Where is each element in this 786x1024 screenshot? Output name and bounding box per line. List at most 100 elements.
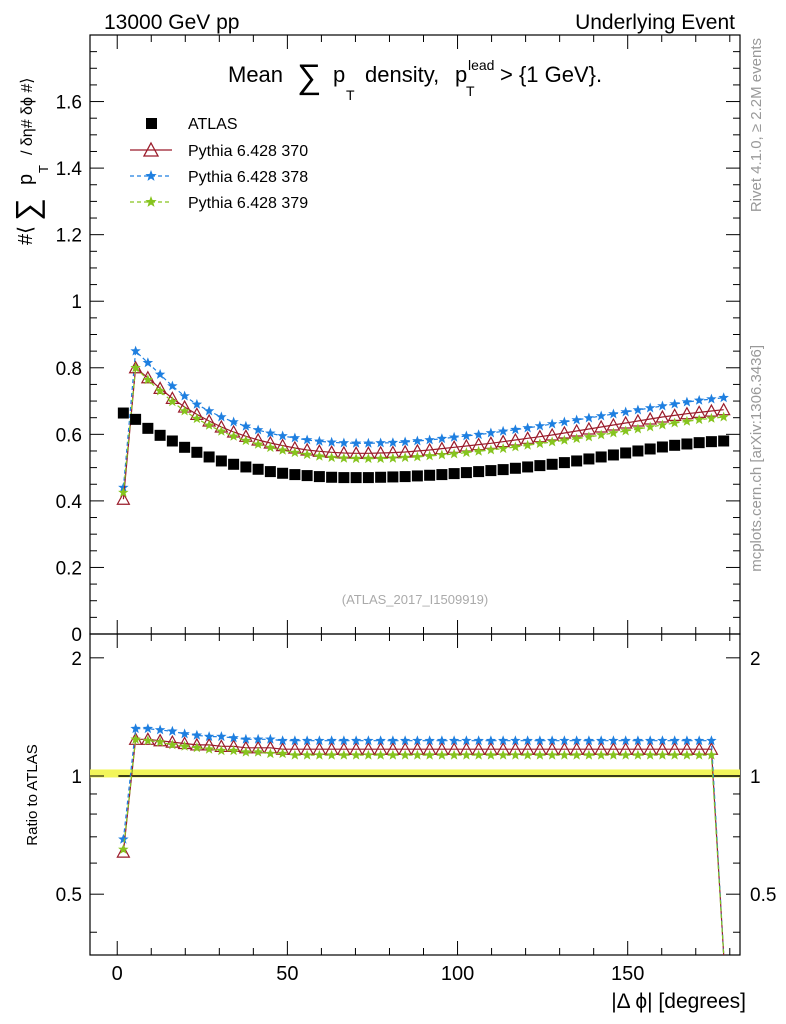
main-point-p379 — [142, 374, 154, 385]
main-point-atlas — [350, 472, 362, 484]
ylabel-p: p — [15, 174, 37, 185]
main-point-p379 — [522, 439, 533, 450]
rivet-label: Rivet 4.1.0, ≥ 2.2M events — [748, 38, 765, 212]
main-point-p378 — [265, 427, 276, 438]
main-point-p379 — [608, 427, 619, 438]
main-point-p378 — [424, 434, 435, 445]
ratio-point-p378 — [167, 725, 178, 736]
main-point-p379 — [681, 415, 693, 426]
ratio-y-axis-label: Ratio to ATLAS — [24, 744, 41, 845]
main-point-p379 — [706, 412, 717, 423]
main-point-p378 — [620, 406, 631, 417]
ratio-point-p378 — [326, 735, 337, 746]
main-point-p379 — [693, 414, 705, 425]
ratio-point-p378 — [118, 833, 129, 844]
ratio-point-p378 — [583, 735, 595, 746]
main-point-atlas — [718, 435, 730, 447]
ratio-point-p379 — [608, 749, 619, 760]
main-point-p378 — [510, 424, 521, 435]
ratio-reference-band-layer — [90, 769, 740, 778]
main-point-atlas — [301, 470, 313, 482]
legend-label-p370: Pythia 6.428 370 — [188, 143, 308, 160]
ratio-point-p379 — [191, 742, 203, 753]
main-y-axis-label: #⟨ ∑ p T / δη# δϕ #⟩ — [9, 78, 51, 246]
ratio-point-p378 — [669, 735, 680, 746]
main-point-p379 — [350, 453, 362, 464]
ratio-point-p379 — [571, 749, 582, 760]
title-mean: Mean — [228, 62, 283, 87]
main-point-p379 — [363, 453, 374, 464]
title-lead-sup: lead — [468, 57, 494, 73]
analysis-label: (ATLAS_2017_I1509919) — [342, 592, 488, 607]
ratio-point-p379 — [265, 748, 276, 759]
main-point-atlas — [375, 471, 387, 483]
main-point-p379 — [252, 438, 264, 449]
main-point-p379 — [424, 450, 435, 461]
main-point-p378 — [657, 400, 668, 411]
main-point-atlas — [534, 460, 546, 472]
ratio-point-p379 — [399, 749, 411, 760]
main-point-p379 — [118, 487, 129, 497]
main-point-atlas — [607, 449, 619, 461]
main-point-atlas — [509, 462, 521, 474]
ratio-point-p378 — [228, 732, 239, 743]
ratio-point-p379 — [681, 749, 693, 760]
ratio-point-p379 — [363, 749, 374, 760]
main-point-atlas — [215, 455, 227, 467]
ratio-point-p379 — [326, 749, 337, 760]
ratio-point-p378 — [510, 735, 521, 746]
legend-marker-p378 — [145, 170, 157, 181]
main-point-p378 — [644, 402, 656, 413]
ratio-point-p379 — [350, 749, 362, 760]
ratio-point-p379 — [693, 749, 705, 760]
ratio-point-p378 — [301, 735, 313, 746]
main-point-atlas — [277, 467, 289, 479]
ratio-line-p370 — [122, 738, 725, 956]
main-point-p378 — [375, 437, 386, 448]
ratio-point-p378 — [154, 724, 166, 735]
ratio-point-p378 — [375, 735, 386, 746]
main-point-p379 — [473, 445, 484, 456]
ratio-point-p379 — [167, 739, 178, 750]
main-point-p379 — [571, 433, 582, 444]
main-point-p379 — [485, 444, 497, 455]
main-point-p379 — [436, 449, 448, 460]
ylabel-t-sub: T — [36, 165, 51, 173]
ratio-point-p379 — [485, 749, 497, 760]
main-point-atlas — [681, 438, 693, 450]
title-density: density, — [365, 62, 439, 87]
main-point-p378 — [252, 424, 264, 435]
mcplots-label: mcplots.cern.ch [arXiv:1306.3436] — [748, 345, 765, 572]
main-point-p379 — [326, 452, 337, 463]
ratio-point-p378 — [546, 735, 558, 746]
ratio-point-p378 — [681, 735, 693, 746]
ratio-y-tick-label: 0.5 — [56, 885, 82, 906]
main-point-atlas — [424, 469, 436, 481]
main-point-p379 — [228, 430, 239, 441]
main-point-p378 — [167, 380, 178, 391]
ratio-point-p378 — [216, 731, 227, 742]
main-point-p379 — [583, 431, 595, 442]
ratio-point-p378 — [620, 735, 631, 746]
main-point-p378 — [240, 420, 252, 431]
x-tick-labels: 0 50 100 150 — [112, 963, 645, 985]
ratio-point-p378 — [350, 735, 362, 746]
ratio-point-p379 — [473, 749, 484, 760]
ratio-point-p378 — [485, 735, 497, 746]
main-point-atlas — [460, 467, 472, 479]
main-point-p378 — [583, 412, 595, 423]
main-point-atlas — [252, 463, 264, 475]
ratio-point-p370 — [140, 732, 155, 745]
main-point-atlas — [583, 453, 595, 465]
ratio-line-p378 — [122, 728, 725, 956]
main-point-p378 — [718, 392, 729, 403]
main-point-p379 — [289, 447, 301, 458]
ratio-point-p379 — [669, 749, 680, 760]
ratio-point-p379 — [522, 749, 533, 760]
main-point-p379 — [595, 429, 607, 440]
main-point-p378 — [216, 411, 227, 422]
main-point-atlas — [705, 436, 717, 448]
main-point-p379 — [657, 419, 668, 430]
ratio-point-p378 — [448, 735, 460, 746]
